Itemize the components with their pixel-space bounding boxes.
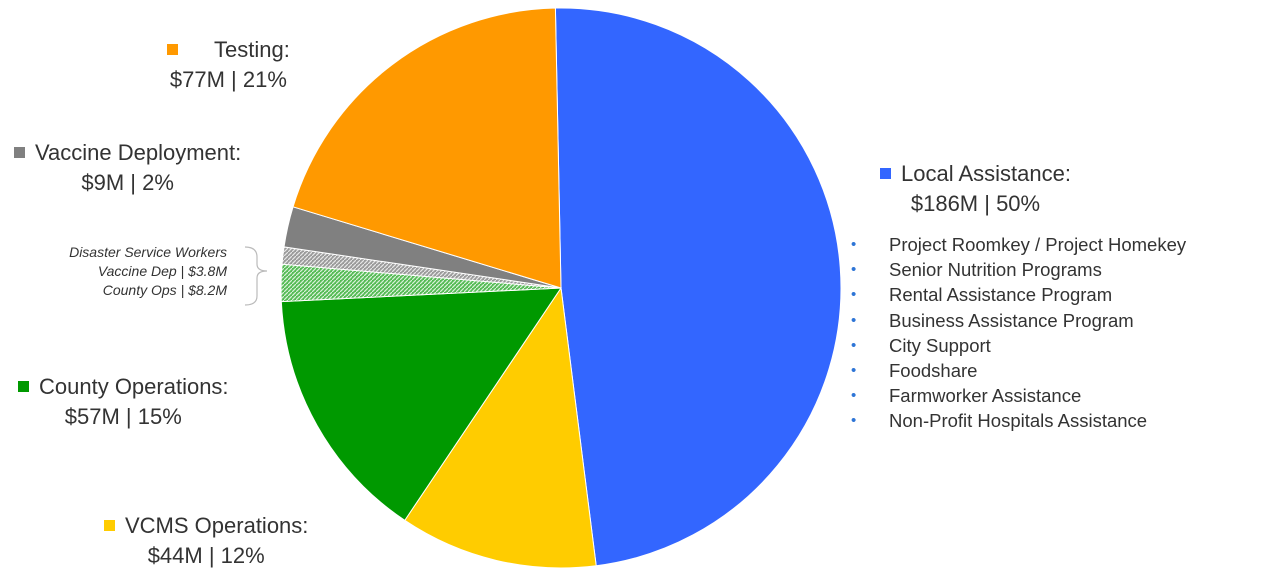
vcms-value: $44M | 12% xyxy=(147,543,265,568)
program-item: Non-Profit Hospitals Assistance xyxy=(851,408,1186,433)
label-local-assistance: Local Assistance: $186M | 50% xyxy=(880,159,1071,219)
program-item: City Support xyxy=(851,333,1186,358)
vcms-label: VCMS Operations: xyxy=(125,513,309,538)
vaccine-swatch xyxy=(14,147,25,158)
program-item: Project Roomkey / Project Homekey xyxy=(851,232,1186,257)
testing-label: Testing: xyxy=(214,37,290,62)
program-item: Rental Assistance Program xyxy=(851,282,1186,307)
local-assistance-programs: Project Roomkey / Project Homekey Senior… xyxy=(851,232,1186,434)
county-value: $57M | 15% xyxy=(64,404,182,429)
testing-value: $77M | 21% xyxy=(169,67,287,92)
label-vcms-operations: VCMS Operations: $44M | 12% xyxy=(104,511,308,571)
label-vaccine-deployment: Vaccine Deployment: $9M | 2% xyxy=(14,138,241,198)
vcms-swatch xyxy=(104,520,115,531)
dsw-county-line: County Ops | $8.2M xyxy=(102,282,227,298)
program-item: Farmworker Assistance xyxy=(851,383,1186,408)
program-item: Foodshare xyxy=(851,358,1186,383)
pie-slice-testing xyxy=(292,7,562,289)
label-county-operations: County Operations: $57M | 15% xyxy=(18,372,229,432)
vaccine-value: $9M | 2% xyxy=(81,170,174,195)
label-testing: Testing: $77M | 21% xyxy=(167,35,290,95)
program-item: Senior Nutrition Programs xyxy=(851,257,1186,282)
program-item: Business Assistance Program xyxy=(851,308,1186,333)
testing-swatch xyxy=(167,44,178,55)
dsw-vaccine-line: Vaccine Dep | $3.8M xyxy=(97,263,227,279)
dsw-annotation: Disaster Service Workers Vaccine Dep | $… xyxy=(15,243,227,300)
pie-slice-local xyxy=(554,7,842,567)
pie-slice-vcms xyxy=(404,286,597,569)
local-label: Local Assistance: xyxy=(901,161,1071,186)
vaccine-label: Vaccine Deployment: xyxy=(35,140,242,165)
dsw-title: Disaster Service Workers xyxy=(69,244,227,260)
county-swatch xyxy=(18,381,29,392)
local-value: $186M | 50% xyxy=(910,191,1041,216)
annotation-bracket xyxy=(244,246,268,306)
local-swatch xyxy=(880,168,891,179)
county-label: County Operations: xyxy=(39,374,229,399)
pie-slice-county xyxy=(280,287,562,522)
